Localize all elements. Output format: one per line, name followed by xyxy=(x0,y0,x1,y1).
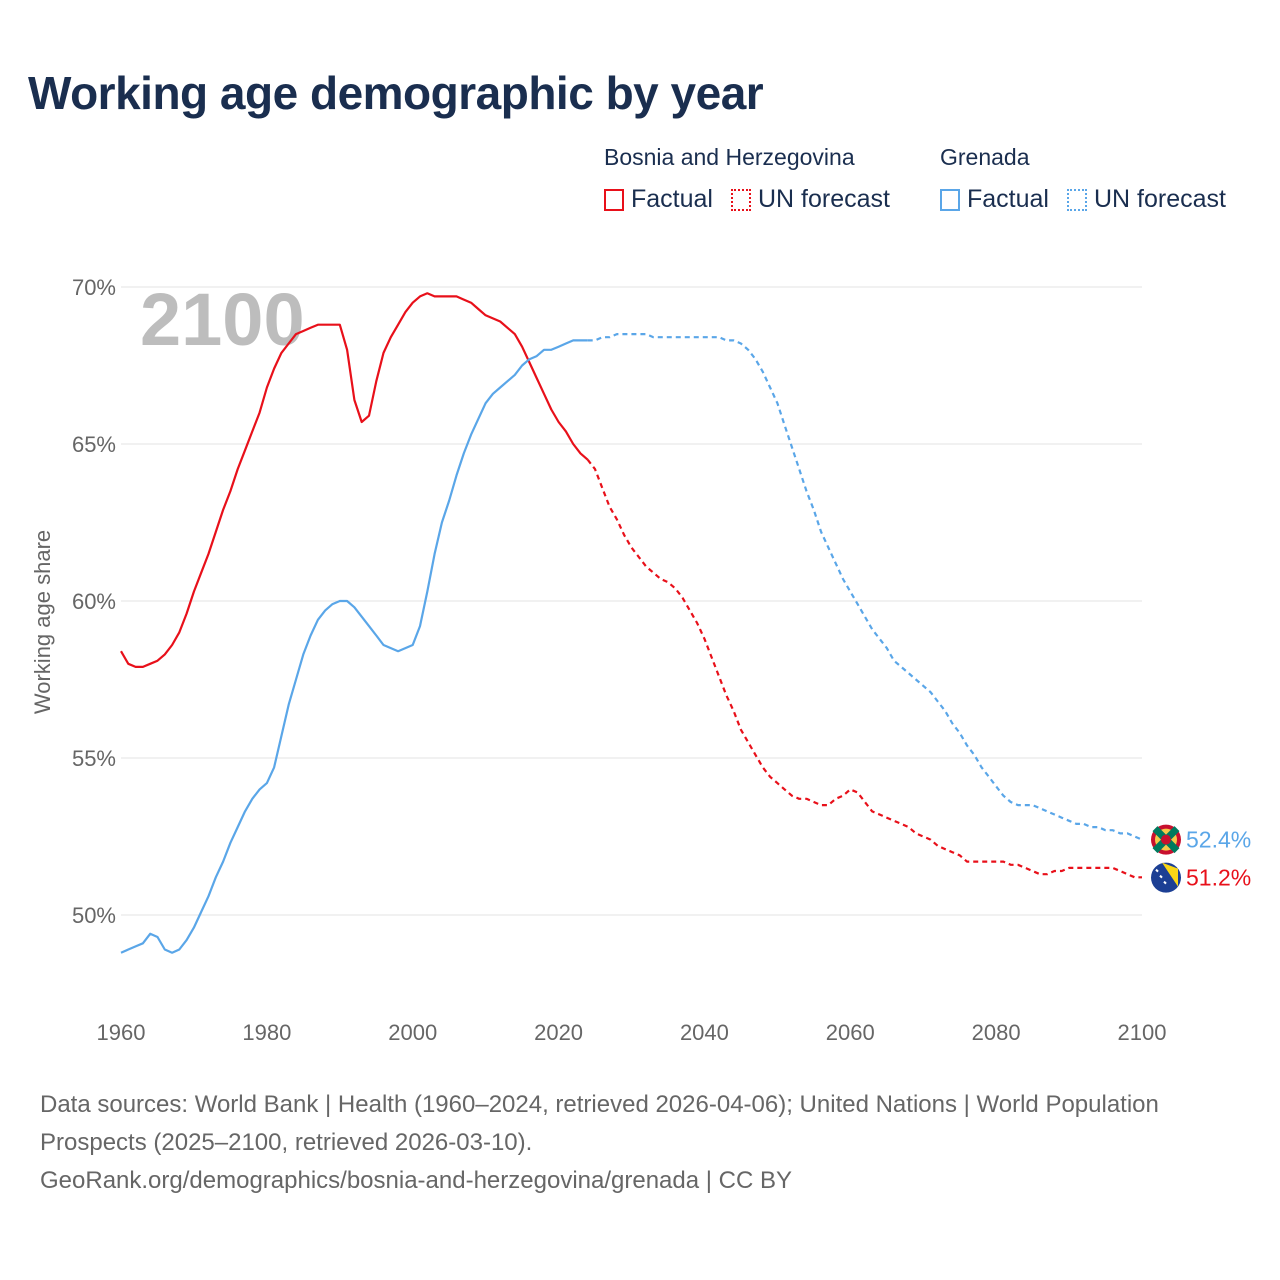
legend-swatch-dotted xyxy=(730,188,751,211)
x-tick-label: 2060 xyxy=(826,1020,875,1045)
x-tick-label: 2000 xyxy=(388,1020,437,1045)
legend-bosnia-factual[interactable]: Factual xyxy=(604,185,713,214)
legend-bosnia: Bosnia and Herzegovina Factual UN foreca… xyxy=(604,144,908,214)
flag-center xyxy=(1161,834,1171,845)
x-tick-label: 2040 xyxy=(680,1020,729,1045)
legend-grenada: Grenada Factual UN forecast xyxy=(940,144,1244,214)
footer-url[interactable]: GeoRank.org/demographics/bosnia-and-herz… xyxy=(40,1167,793,1194)
chart-title: Working age demographic by year xyxy=(28,67,764,119)
end-value-label: 51.2% xyxy=(1186,865,1251,891)
legend-swatch-dotted xyxy=(1066,188,1087,211)
legend-grenada-forecast-label: UN forecast xyxy=(1093,185,1226,213)
x-tick-label: 2080 xyxy=(972,1020,1021,1045)
legend-bosnia-forecast[interactable]: UN forecast xyxy=(730,185,890,214)
legend-grenada-forecast[interactable]: UN forecast xyxy=(1066,185,1226,214)
y-tick-label: 60% xyxy=(72,589,116,614)
y-tick-label: 65% xyxy=(72,432,116,457)
line-chart: 50% 55% 60% 65% 70% 1960 1980 2000 2020 2040 2060 2… xyxy=(30,275,1251,1045)
series-line-bosnia-and-herzegovina-forecast xyxy=(586,459,1142,879)
x-tick-label: 1960 xyxy=(97,1020,146,1045)
legend-bosnia-forecast-label: UN forecast xyxy=(757,185,890,213)
bosnia-flag-icon xyxy=(1151,862,1181,893)
legend-bosnia-factual-label: Factual xyxy=(631,185,713,213)
legend-swatch-solid xyxy=(604,188,624,211)
legend-grenada-name: Grenada xyxy=(940,144,1030,170)
footer-source-line: Data sources: World Bank | Health (1960–… xyxy=(40,1091,1159,1156)
footer-sources: Data sources: World Bank | Health (1960–… xyxy=(40,1086,1190,1200)
y-tick-label: 55% xyxy=(72,746,116,771)
y-tick-label: 50% xyxy=(72,903,116,928)
x-tick-label: 2100 xyxy=(1118,1020,1167,1045)
series-line-grenada-forecast xyxy=(587,333,1143,841)
x-tick-label: 2020 xyxy=(534,1020,583,1045)
legend-grenada-factual[interactable]: Factual xyxy=(940,185,1049,214)
legend-grenada-factual-label: Factual xyxy=(967,185,1049,213)
legend-swatch-solid xyxy=(940,188,960,211)
series-line-grenada-factual xyxy=(120,339,588,954)
flag-triangle xyxy=(1162,862,1178,887)
x-tick-label: 1980 xyxy=(242,1020,291,1045)
y-axis-label: Working age share xyxy=(30,530,55,714)
grenada-flag-icon xyxy=(1151,824,1181,855)
year-watermark: 2100 xyxy=(140,278,305,361)
y-tick-label: 70% xyxy=(72,275,116,300)
legend-bosnia-name: Bosnia and Herzegovina xyxy=(604,144,855,170)
series-line-bosnia-and-herzegovina-factual xyxy=(120,292,589,669)
flag-stars xyxy=(1155,868,1167,885)
end-value-label: 52.4% xyxy=(1186,827,1251,853)
